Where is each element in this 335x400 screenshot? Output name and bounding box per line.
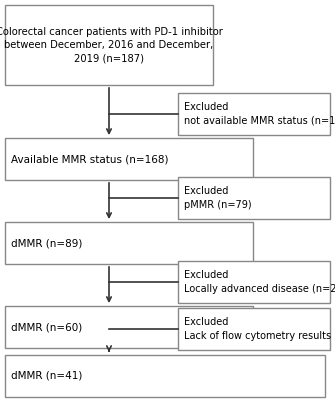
Bar [178,177,330,219]
Bar [5,355,325,397]
Bar [5,222,253,264]
Bar [178,308,330,350]
Bar [5,306,253,348]
Text: dMMR (n=89): dMMR (n=89) [11,238,82,248]
Text: Excluded
pMMR (n=79): Excluded pMMR (n=79) [184,186,252,210]
Text: dMMR (n=41): dMMR (n=41) [11,371,82,381]
Bar [5,138,253,180]
Text: Available MMR status (n=168): Available MMR status (n=168) [11,154,169,164]
Text: Colorectal cancer patients with PD-1 inhibitor
between December, 2016 and Decemb: Colorectal cancer patients with PD-1 inh… [0,27,222,63]
Text: Excluded
Lack of flow cytometry results (n=19): Excluded Lack of flow cytometry results … [184,318,335,341]
Bar [178,261,330,303]
Bar [178,93,330,135]
Bar [5,5,213,85]
Text: dMMR (n=60): dMMR (n=60) [11,322,82,332]
Text: Excluded
not available MMR status (n=19): Excluded not available MMR status (n=19) [184,102,335,126]
Text: Excluded
Locally advanced disease (n=29): Excluded Locally advanced disease (n=29) [184,270,335,294]
